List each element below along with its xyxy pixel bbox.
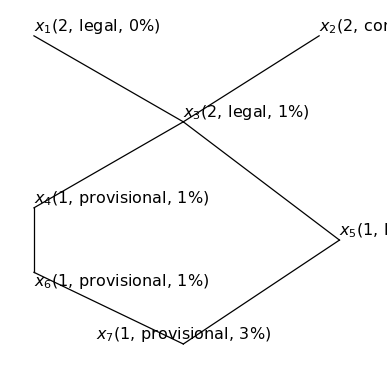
Text: $x_7(1,\,\mathrm{provisional},\,3\%)$: $x_7(1,\,\mathrm{provisional},\,3\%)$ — [96, 325, 271, 344]
Text: $x_4(1,\,\mathrm{provisional},\,1\%)$: $x_4(1,\,\mathrm{provisional},\,1\%)$ — [34, 189, 209, 208]
Text: $x_6(1,\,\mathrm{provisional},\,1\%)$: $x_6(1,\,\mathrm{provisional},\,1\%)$ — [34, 272, 209, 291]
Text: $x_5(1,\,\mathrm{leg}\ldots$: $x_5(1,\,\mathrm{leg}\ldots$ — [339, 221, 387, 240]
Text: $x_2(2,\,\mathrm{constitution}\ldots$: $x_2(2,\,\mathrm{constitution}\ldots$ — [319, 17, 387, 36]
Text: $x_1(2,\,\mathrm{legal},\,0\%)$: $x_1(2,\,\mathrm{legal},\,0\%)$ — [34, 17, 160, 36]
Text: $x_3(2,\,\mathrm{legal},\,1\%)$: $x_3(2,\,\mathrm{legal},\,1\%)$ — [183, 103, 310, 122]
